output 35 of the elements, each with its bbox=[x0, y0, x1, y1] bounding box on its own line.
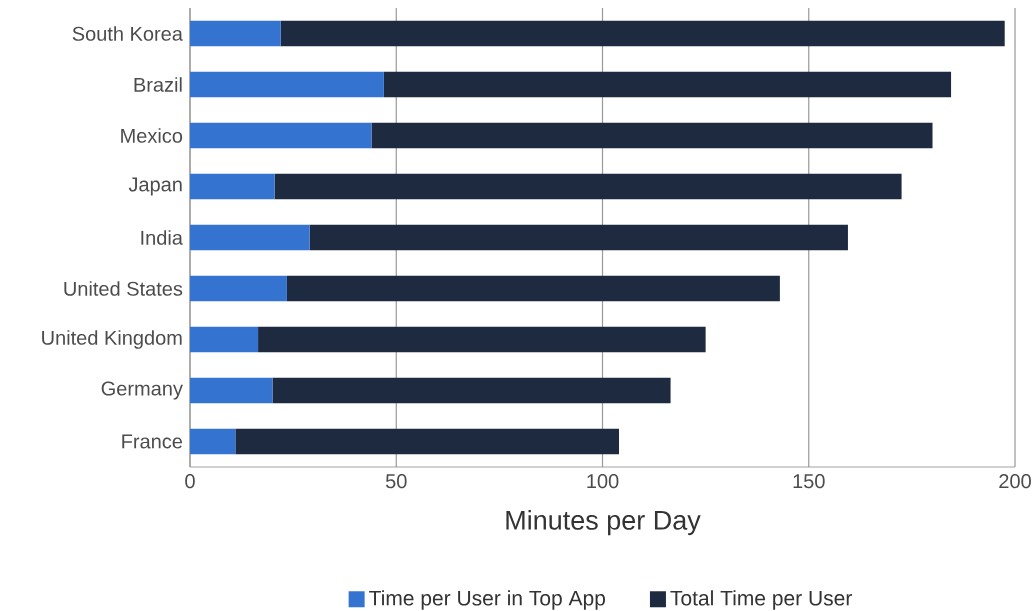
bar bbox=[190, 275, 287, 302]
bar bbox=[280, 20, 1005, 47]
legend-label: Time per User in Top App bbox=[369, 590, 606, 610]
bar bbox=[309, 224, 848, 251]
y-tick-label: India bbox=[141, 230, 183, 245]
bar bbox=[190, 71, 384, 98]
x-tick-label: 150 bbox=[793, 474, 825, 489]
x-tick-label: 0 bbox=[185, 474, 195, 489]
bar bbox=[235, 428, 619, 455]
x-axis-title: Minutes per Day bbox=[506, 509, 701, 536]
bar bbox=[274, 173, 902, 200]
bar bbox=[190, 326, 259, 353]
bar bbox=[190, 20, 281, 47]
y-tick-label: South Korea bbox=[72, 26, 183, 41]
bar bbox=[286, 275, 780, 302]
y-tick-label: France bbox=[122, 434, 183, 449]
x-tick-label: 200 bbox=[999, 474, 1031, 489]
bar bbox=[371, 122, 933, 149]
y-tick-label: United States bbox=[64, 281, 183, 296]
bar bbox=[190, 173, 275, 200]
y-tick-label: Mexico bbox=[121, 128, 183, 143]
y-tick-label: Brazil bbox=[134, 77, 182, 92]
legend-label: Total Time per User bbox=[670, 590, 852, 610]
bar bbox=[258, 326, 706, 353]
bar bbox=[190, 224, 310, 251]
bar bbox=[190, 377, 273, 404]
x-tick-label: 50 bbox=[385, 474, 407, 489]
x-tick-label: 100 bbox=[587, 474, 619, 489]
y-tick-label: Germany bbox=[101, 381, 183, 400]
y-tick-label: Japan bbox=[128, 177, 182, 196]
bar bbox=[272, 377, 671, 404]
bar bbox=[190, 122, 372, 149]
bar bbox=[190, 428, 236, 455]
bar bbox=[383, 71, 952, 98]
y-tick-label: United Kingdom bbox=[42, 330, 182, 349]
